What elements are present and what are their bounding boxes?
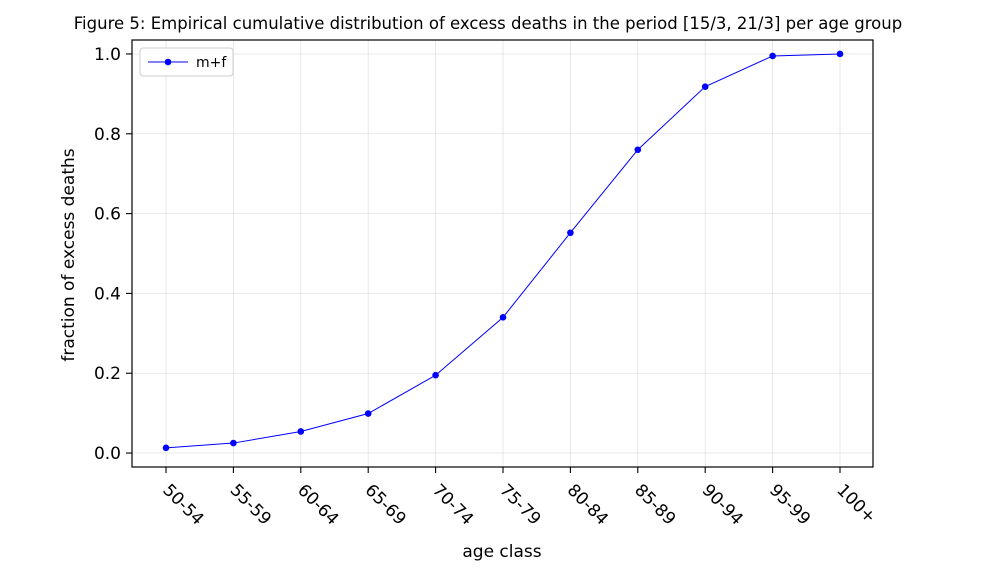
x-axis-label: age class [462,542,541,562]
y-tick-label: 0.0 [94,444,121,464]
data-point [634,146,642,154]
data-point [364,410,372,417]
data-point [230,439,237,447]
data-point [432,371,439,379]
data-point [836,50,844,58]
legend-label: m+f [196,55,227,71]
data-point [499,314,507,321]
y-tick-label: 0.8 [94,125,121,145]
y-tick-label: 0.6 [94,205,121,225]
legend: m+f [139,47,234,77]
y-tick-label: 1.0 [94,45,121,65]
series-layer [162,50,844,452]
data-point [297,428,305,435]
data-point [567,229,574,237]
plot-frame [131,39,874,468]
y-tick-label: 0.2 [94,364,121,384]
data-point [769,52,776,60]
chart-title: Figure 5: Empirical cumulative distribut… [74,14,902,33]
data-point [162,444,170,452]
legend-marker [164,58,172,66]
grid-layer [132,40,873,467]
data-point [701,83,709,90]
y-tick-label: 0.4 [94,284,121,304]
y-axis-label: fraction of excess deaths [59,148,79,361]
